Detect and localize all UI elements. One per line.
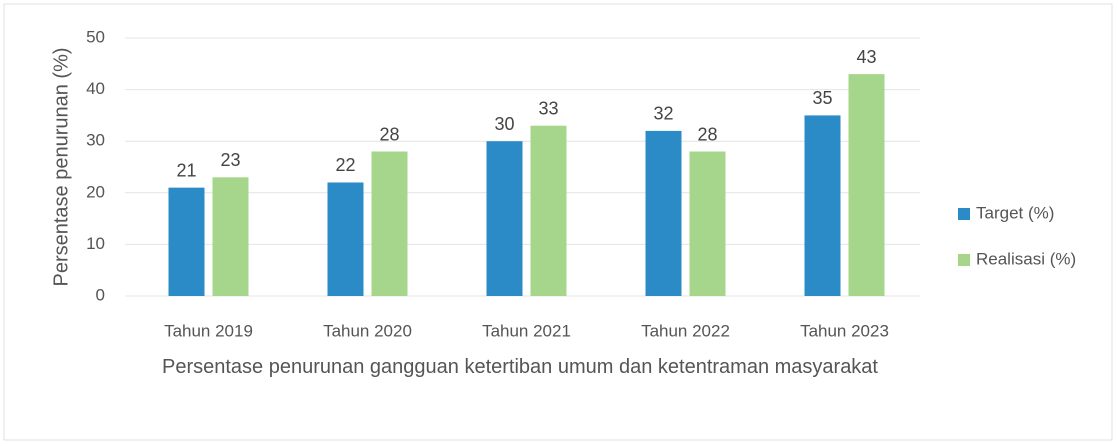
chart-border — [3, 3, 1113, 441]
y-tick-label: 50 — [86, 27, 105, 46]
x-axis-title: Persentase penurunan gangguan ketertiban… — [161, 356, 878, 378]
x-tick-label: Tahun 2019 — [164, 321, 253, 340]
y-tick-label: 0 — [96, 285, 105, 304]
data-label: 23 — [220, 150, 240, 170]
y-tick-label: 10 — [86, 234, 105, 253]
x-tick-label: Tahun 2021 — [482, 321, 571, 340]
bar — [168, 187, 205, 296]
bar — [804, 115, 841, 297]
bar — [530, 125, 567, 296]
data-label: 43 — [856, 47, 876, 67]
data-label: 22 — [335, 155, 355, 175]
data-label: 32 — [653, 104, 673, 124]
y-axis-title: Persentase penurunan (%) — [50, 47, 72, 286]
bar — [371, 151, 408, 296]
data-label: 33 — [538, 98, 558, 118]
legend-label: Realisasi (%) — [976, 249, 1076, 268]
bar — [645, 130, 682, 296]
bar — [848, 74, 885, 297]
data-label: 28 — [697, 124, 717, 144]
x-tick-label: Tahun 2023 — [800, 321, 889, 340]
bar — [689, 151, 726, 296]
data-label: 30 — [494, 114, 514, 134]
bar — [486, 141, 523, 296]
legend-swatch — [958, 208, 970, 220]
y-tick-label: 30 — [86, 131, 105, 150]
y-tick-label: 20 — [86, 182, 105, 201]
bar — [212, 177, 249, 296]
bar — [327, 182, 364, 296]
legend-label: Target (%) — [976, 203, 1054, 222]
x-tick-label: Tahun 2022 — [641, 321, 730, 340]
y-tick-label: 40 — [86, 79, 105, 98]
data-label: 35 — [812, 88, 832, 108]
data-label: 28 — [379, 124, 399, 144]
legend-swatch — [958, 254, 970, 266]
data-label: 21 — [176, 160, 196, 180]
x-tick-label: Tahun 2020 — [323, 321, 412, 340]
